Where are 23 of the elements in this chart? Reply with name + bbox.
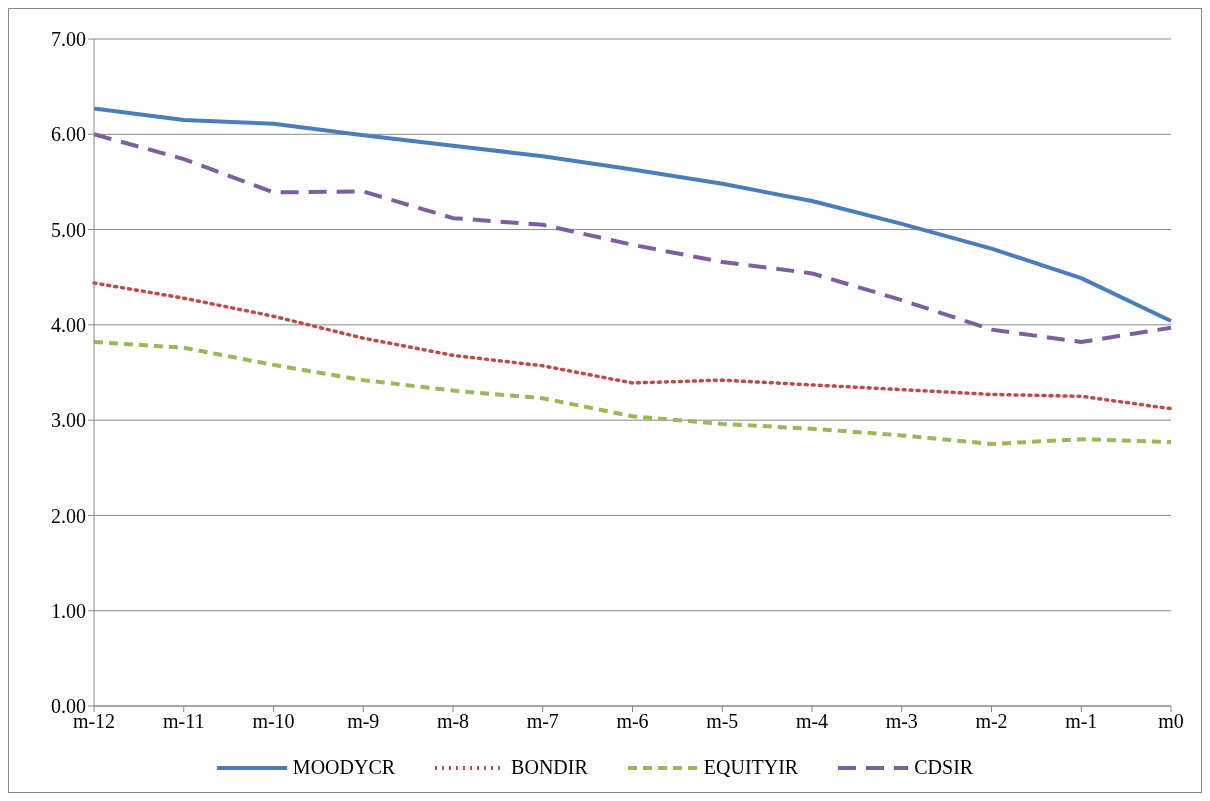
x-tick-label: m-5 — [706, 710, 739, 733]
y-tick-label: 4.00 — [51, 313, 86, 336]
x-tick-label: m0 — [1158, 710, 1184, 733]
x-tick-label: m-10 — [252, 710, 295, 733]
x-tick-label: m-11 — [163, 710, 205, 733]
x-tick-label: m-4 — [795, 710, 829, 733]
x-tick-label: m-1 — [1065, 710, 1098, 733]
x-tick-label: m-9 — [347, 710, 380, 733]
y-tick-label: 1.00 — [51, 599, 86, 622]
x-tick-label: m-6 — [616, 710, 649, 733]
y-tick-label: 3.00 — [51, 409, 86, 432]
y-tick-label: 5.00 — [51, 218, 86, 241]
x-tick-label: m-3 — [885, 710, 918, 733]
legend-label: EQUITYIR — [703, 756, 799, 779]
x-tick-label: m-2 — [975, 710, 1008, 733]
y-tick-label: 6.00 — [51, 123, 86, 146]
legend-label: MOODYCR — [292, 756, 396, 779]
y-tick-label: 7.00 — [51, 28, 86, 51]
legend-label: CDSIR — [914, 756, 974, 779]
legend-label: BONDIR — [511, 756, 588, 779]
x-tick-label: m-7 — [526, 710, 559, 733]
y-tick-label: 2.00 — [51, 504, 86, 527]
x-tick-label: m-8 — [436, 710, 470, 733]
